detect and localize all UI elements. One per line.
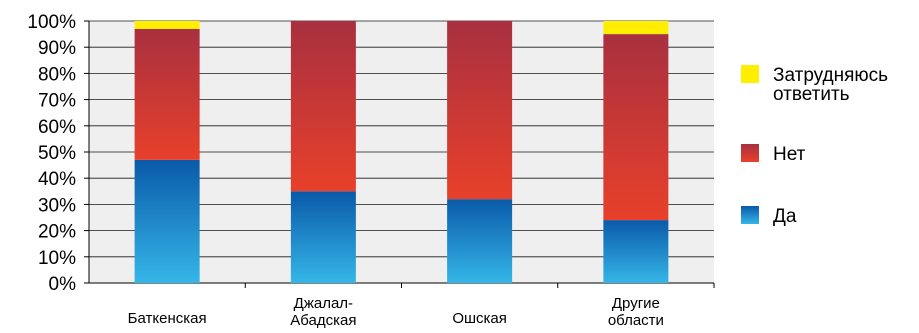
- legend-swatch: [741, 206, 759, 224]
- legend-swatch: [741, 65, 759, 83]
- y-tick-label: 90%: [38, 38, 76, 59]
- y-tick-label: 20%: [38, 222, 76, 243]
- y-tick-label: 70%: [38, 91, 76, 112]
- y-tick-label: 50%: [38, 143, 76, 164]
- y-tick-label: 100%: [27, 12, 76, 33]
- bar-segment-да: [290, 191, 356, 283]
- bar-segment-нет: [603, 34, 669, 221]
- bar-segment-нет: [290, 21, 356, 192]
- bar-segment-да: [447, 199, 513, 283]
- legend-label: Да: [773, 206, 797, 227]
- bar-segment-затрудняюсь-ответить: [134, 21, 200, 29]
- y-tick-label: 10%: [38, 248, 76, 269]
- x-category-label: Ошская: [452, 310, 507, 327]
- bar-segment-нет: [134, 28, 200, 160]
- x-category-label: Другие: [612, 295, 660, 312]
- y-axis-ticks: 0% 10% 20% 30% 40% 50% 60% 70% 80% 90% 100%: [27, 12, 714, 295]
- y-tick-label: 80%: [38, 64, 76, 85]
- x-category-label: Абадская: [290, 312, 356, 329]
- x-category-label: Баткенская: [128, 310, 207, 327]
- bars: [134, 21, 669, 283]
- bar-segment-да: [603, 220, 669, 283]
- y-tick-label: 0%: [49, 274, 77, 295]
- x-category-label: области: [608, 312, 664, 329]
- y-tick-label: 30%: [38, 195, 76, 216]
- bar-segment-да: [134, 159, 200, 283]
- legend-label: Затрудняюсь: [773, 65, 888, 86]
- bar-segment-затрудняюсь-ответить: [603, 21, 669, 35]
- x-axis-labels: Баткенская Джалал-Абадская Ошская Другиеобл…: [128, 283, 715, 329]
- y-tick-label: 40%: [38, 169, 76, 190]
- bar-segment-нет: [447, 21, 513, 200]
- legend-label: Нет: [773, 144, 806, 165]
- legend-swatch: [741, 144, 759, 162]
- legend-label: ответить: [773, 84, 850, 105]
- x-category-label: Джалал-: [294, 295, 353, 312]
- y-tick-label: 60%: [38, 117, 76, 138]
